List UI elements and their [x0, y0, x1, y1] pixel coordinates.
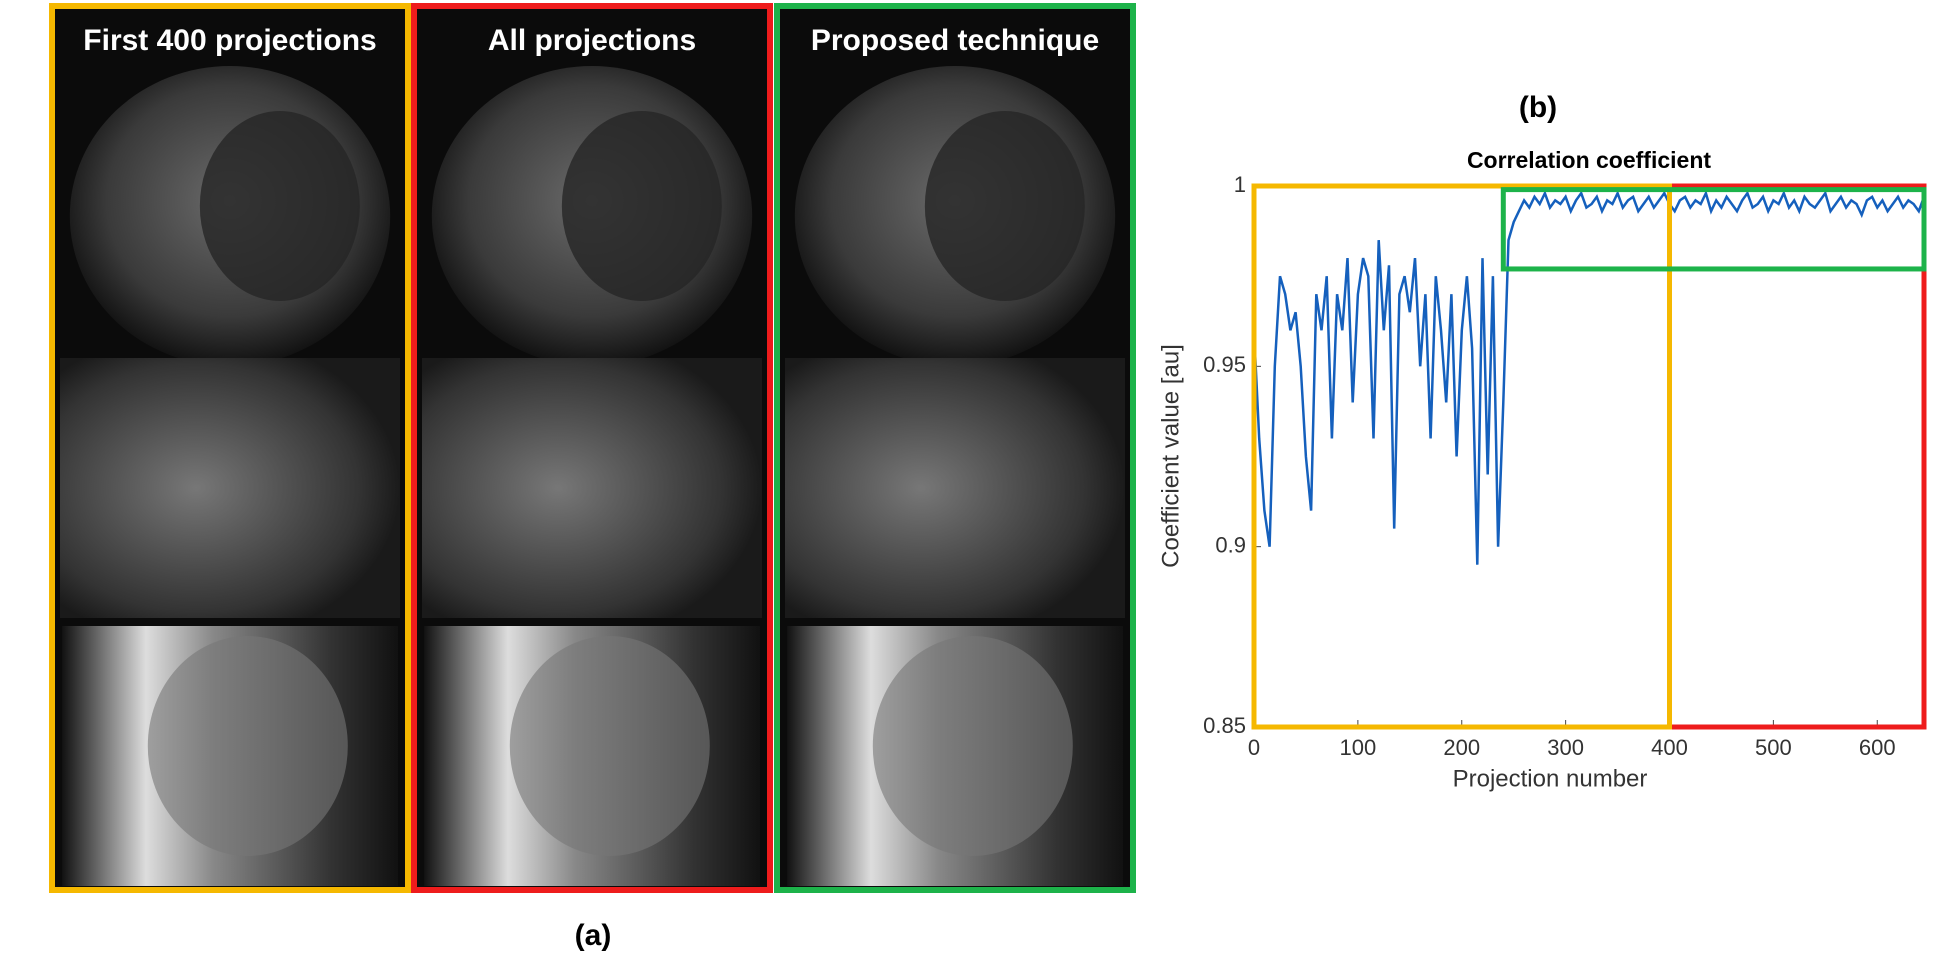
y-tick-label: 0.95 [1203, 352, 1246, 377]
x-tick-label: 200 [1443, 735, 1480, 760]
panel-border [411, 3, 773, 893]
panel-title: First 400 projections [83, 24, 376, 57]
panel-title: Proposed technique [811, 24, 1099, 57]
mri-axial-organ [924, 111, 1085, 301]
panel-label: (b) [1519, 91, 1557, 124]
panel-border [49, 3, 411, 893]
mri-coronal [785, 358, 1125, 618]
mri-axial-organ [561, 111, 722, 301]
image-panels: First 400 projections All projections Prop… [49, 3, 1136, 893]
x-tick-label: 500 [1755, 735, 1792, 760]
chart-title: Correlation coefficient [1467, 147, 1711, 173]
y-axis-label: Coefficient value [au] [1157, 344, 1184, 568]
data-line [1252, 189, 1926, 565]
y-tick-label: 0.9 [1215, 532, 1246, 557]
x-tick-label: 400 [1651, 735, 1688, 760]
region-box [1251, 183, 1673, 730]
x-tick-label: 0 [1248, 735, 1260, 760]
x-tick-label: 600 [1859, 735, 1896, 760]
mri-sagittal-organ [509, 636, 710, 856]
x-tick-label: 100 [1340, 735, 1377, 760]
mri-sagittal-organ [147, 636, 348, 856]
mri-axial-organ [199, 111, 360, 301]
panel-title: All projections [488, 24, 696, 57]
panel-label: (a) [575, 919, 612, 952]
mri-sagittal-organ [872, 636, 1073, 856]
region-box [1500, 187, 1927, 272]
y-tick-label: 0.85 [1203, 713, 1246, 738]
y-tick-label: 1 [1234, 172, 1246, 197]
x-tick-label: 300 [1547, 735, 1584, 760]
mri-coronal [422, 358, 762, 618]
x-axis-label: Projection number [1453, 765, 1648, 792]
panel-border [774, 3, 1136, 893]
mri-coronal [60, 358, 400, 618]
